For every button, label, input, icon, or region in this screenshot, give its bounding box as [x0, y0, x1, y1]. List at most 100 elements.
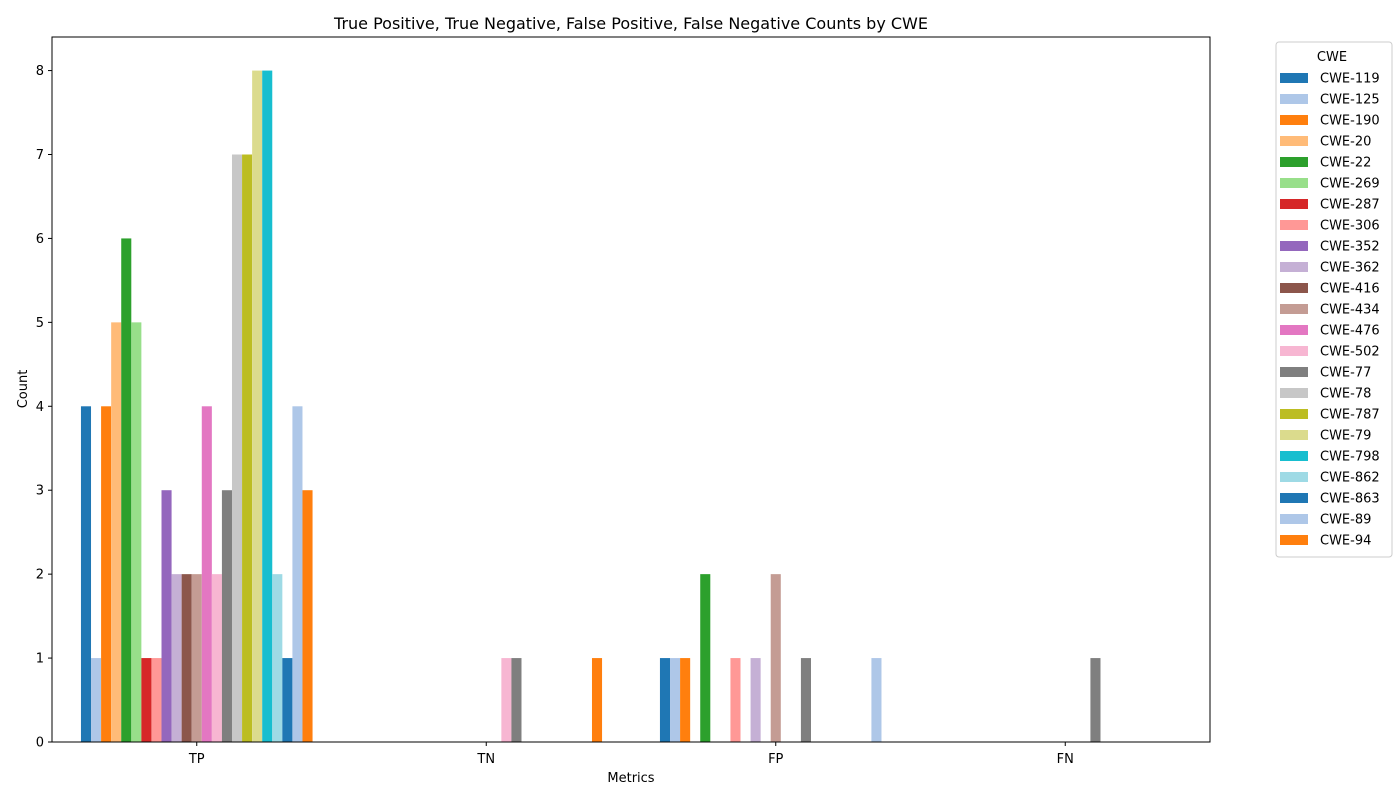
bar-cwe-476-tp	[201, 406, 212, 742]
bar-cwe-20-tp	[111, 322, 122, 742]
bar-cwe-190-fp	[680, 658, 691, 742]
legend-swatch-cwe-79	[1280, 430, 1308, 440]
legend-swatch-cwe-862	[1280, 472, 1308, 482]
legend-swatch-cwe-863	[1280, 493, 1308, 503]
legend-label-cwe-863: CWE-863	[1320, 492, 1380, 507]
legend-swatch-cwe-476	[1280, 325, 1308, 335]
bar-cwe-77-tp	[221, 490, 232, 742]
bar-cwe-119-fp	[659, 658, 671, 742]
legend-swatch-cwe-416	[1280, 283, 1308, 293]
legend-swatch-cwe-20	[1280, 136, 1308, 146]
y-tick-label: 8	[36, 64, 44, 79]
legend-label-cwe-190: CWE-190	[1320, 114, 1380, 129]
legend-label-cwe-798: CWE-798	[1320, 450, 1380, 465]
legend-label-cwe-119: CWE-119	[1320, 72, 1380, 87]
bar-cwe-22-fp	[700, 574, 711, 742]
bar-cwe-502-tn	[501, 658, 512, 742]
chart-title: True Positive, True Negative, False Posi…	[333, 14, 928, 33]
legend-swatch-cwe-89	[1280, 514, 1308, 524]
legend-label-cwe-502: CWE-502	[1320, 345, 1380, 360]
bar-cwe-862-tp	[272, 574, 283, 742]
legend-swatch-cwe-798	[1280, 451, 1308, 461]
bar-cwe-362-tp	[171, 574, 182, 742]
bar-cwe-269-tp	[131, 322, 142, 742]
bar-cwe-190-tp	[101, 406, 112, 742]
y-tick-label: 1	[36, 652, 44, 667]
bar-cwe-502-tp	[211, 574, 222, 742]
bar-cwe-94-tn	[591, 658, 603, 742]
y-tick-label: 7	[36, 148, 44, 163]
axes-layer: 0 1 2 3 4 5 6 7 8 TP TN FP FN	[36, 36, 1211, 767]
bar-cwe-416-tp	[181, 574, 192, 742]
legend: CWE CWE-119 CWE-125 CWE-190 CWE-20 CWE-22 CWE-…	[1275, 41, 1393, 558]
y-tick-label: 3	[36, 484, 44, 499]
bar-cwe-94-tp	[302, 490, 313, 742]
y-tick-label: 6	[36, 232, 44, 247]
legend-swatch-cwe-362	[1280, 262, 1308, 272]
legend-swatch-cwe-125	[1280, 94, 1308, 104]
legend-label-cwe-306: CWE-306	[1320, 219, 1380, 234]
legend-label-cwe-20: CWE-20	[1320, 135, 1371, 150]
legend-swatch-cwe-78	[1280, 388, 1308, 398]
bar-cwe-798-tp	[262, 70, 273, 742]
legend-label-cwe-94: CWE-94	[1320, 534, 1371, 549]
legend-swatch-cwe-787	[1280, 409, 1308, 419]
legend-label-cwe-89: CWE-89	[1320, 513, 1371, 528]
legend-label-cwe-287: CWE-287	[1320, 198, 1380, 213]
legend-label-cwe-269: CWE-269	[1320, 177, 1380, 192]
legend-label-cwe-125: CWE-125	[1320, 93, 1380, 108]
bar-cwe-125-tp	[91, 658, 102, 742]
plot-frame	[51, 36, 1211, 743]
bar-cwe-77-fp	[800, 658, 811, 742]
bar-cwe-287-tp	[141, 658, 152, 742]
bar-cwe-89-fp	[871, 658, 882, 742]
legend-label-cwe-79: CWE-79	[1320, 429, 1371, 444]
legend-box	[1275, 41, 1393, 558]
x-tick-label-fp: FP	[768, 752, 783, 767]
legend-swatch-cwe-287	[1280, 199, 1308, 209]
bar-cwe-434-tp	[191, 574, 202, 742]
legend-swatch-cwe-269	[1280, 178, 1308, 188]
legend-swatch-cwe-502	[1280, 346, 1308, 356]
legend-label-cwe-362: CWE-362	[1320, 261, 1380, 276]
legend-swatch-cwe-119	[1280, 73, 1308, 83]
legend-title: CWE	[1317, 50, 1347, 65]
bar-cwe-77-fn	[1090, 658, 1101, 742]
legend-label-cwe-352: CWE-352	[1320, 240, 1380, 255]
legend-swatch-cwe-434	[1280, 304, 1308, 314]
bar-cwe-352-tp	[161, 490, 172, 742]
y-axis-label: Count	[16, 370, 31, 409]
bar-cwe-306-tp	[151, 658, 162, 742]
bar-cwe-22-tp	[121, 238, 132, 742]
bars-layer	[80, 70, 1101, 742]
bar-cwe-362-fp	[750, 658, 761, 742]
y-tick-label: 5	[36, 316, 44, 331]
legend-swatch-cwe-77	[1280, 367, 1308, 377]
bar-cwe-79-tp	[252, 70, 263, 742]
legend-swatch-cwe-306	[1280, 220, 1308, 230]
x-tick-label-tn: TN	[476, 752, 495, 767]
legend-label-cwe-78: CWE-78	[1320, 387, 1371, 402]
legend-swatch-cwe-22	[1280, 157, 1308, 167]
legend-label-cwe-22: CWE-22	[1320, 156, 1371, 171]
legend-label-cwe-416: CWE-416	[1320, 282, 1380, 297]
bar-cwe-863-tp	[282, 658, 293, 742]
legend-label-cwe-77: CWE-77	[1320, 366, 1371, 381]
bar-cwe-89-tp	[292, 406, 303, 742]
legend-swatch-cwe-352	[1280, 241, 1308, 251]
bar-cwe-77-tn	[511, 658, 522, 742]
legend-label-cwe-862: CWE-862	[1320, 471, 1380, 486]
y-tick-label: 2	[36, 568, 44, 583]
bar-cwe-125-fp	[670, 658, 681, 742]
bar-cwe-787-tp	[242, 154, 253, 742]
legend-label-cwe-787: CWE-787	[1320, 408, 1380, 423]
bar-cwe-119-tp	[80, 406, 92, 742]
bar-cwe-306-fp	[730, 658, 741, 742]
legend-label-cwe-476: CWE-476	[1320, 324, 1380, 339]
bar-cwe-78-tp	[231, 154, 243, 742]
y-tick-label: 0	[36, 736, 44, 751]
legend-swatch-cwe-190	[1280, 115, 1308, 125]
y-tick-label: 4	[36, 400, 44, 415]
